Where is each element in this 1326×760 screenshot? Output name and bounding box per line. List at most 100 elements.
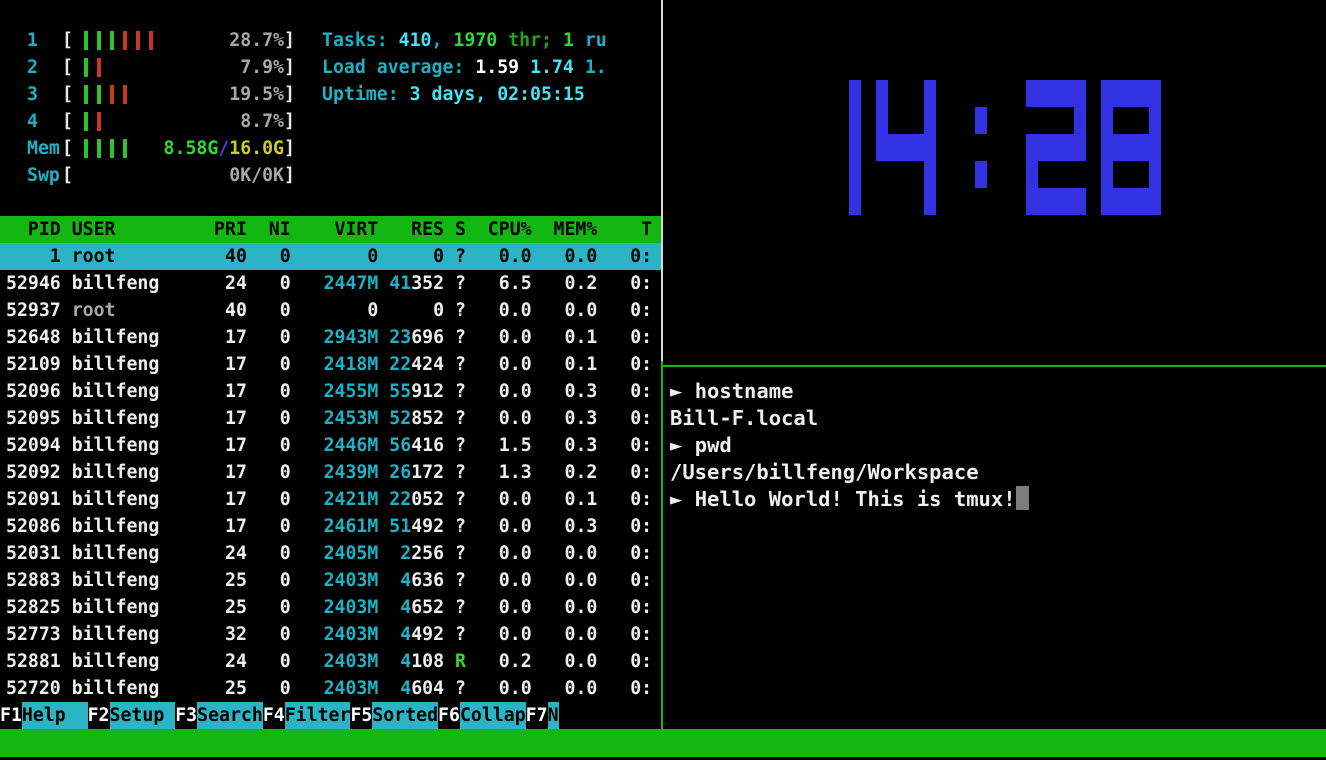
process-row-52091[interactable]: 52091 billfeng 17 0 2421M 22052 ? 0.0 0.… [6,489,653,510]
process-row-52095[interactable]: 52095 billfeng 17 0 2453M 52852 ? 0.0 0.… [6,408,653,429]
clock-cell [1062,80,1074,107]
fkey-label-f2[interactable]: Setup [109,702,176,729]
pane-divider-horizontal-active[interactable] [663,365,1326,367]
clock-cell [975,107,987,134]
meter-label: 4 [27,111,38,132]
clock-cell [876,134,888,161]
clock-cell [1137,80,1149,107]
clock-cell [900,134,912,161]
terminal-cursor[interactable] [1015,486,1029,510]
clock-cell [1113,134,1125,161]
pane-divider-vertical[interactable] [661,0,663,361]
meter-bar [84,58,88,77]
shell-command-line: ► hostname [670,378,1326,405]
fkey-f4[interactable]: F4 [262,702,285,729]
meter-bar [97,85,101,104]
cpu-meter-2: 2[7.9%] [0,54,661,81]
clock-cell [924,161,936,188]
fkey-f2[interactable]: F2 [87,702,110,729]
meter-value: 19.5% [229,84,284,105]
fkey-f3[interactable]: F3 [175,702,198,729]
meter-label: Swp [27,165,60,186]
meter-bar [110,31,114,50]
clock-cell [1149,161,1161,188]
clock-cell [1038,134,1050,161]
meter-bar [97,112,101,131]
shell-output-line: /Users/billfeng/Workspace [670,459,1326,486]
fkey-f7[interactable]: F7 [525,702,548,729]
process-row-52946[interactable]: 52946 billfeng 24 0 2447M 41352 ? 6.5 0.… [6,273,653,294]
tmux-status-bar: [0] 0:bash 1:bash 2:bash- 3:bash* "Bill-… [0,729,1326,760]
pane-divider-vertical-active[interactable] [661,361,663,729]
process-row-52881[interactable]: 52881 billfeng 24 0 2403M 4108 R 0.2 0.0… [6,651,653,672]
clock-cell [1050,188,1062,215]
fkey-label-f3[interactable]: Search [197,702,263,729]
fkey-f1[interactable]: F1 [0,702,22,729]
fkey-f5[interactable]: F5 [350,702,373,729]
fkey-f6[interactable]: F6 [438,702,460,729]
uptime-line: Uptime: 3 days, 02:05:15 [322,84,585,105]
table-header[interactable]: PID USER PRI NI VIRT RES S CPU% MEM% T [0,216,661,243]
htop-pane[interactable]: 1[28.7%] 2[7.9%] 3[19.5%] 4[8.7%] Mem[8.58G/… [0,0,661,729]
meter-bar [97,31,101,50]
meter-bar [84,31,88,50]
shell-pane[interactable]: ► hostname Bill-F.local ► pwd/Users/billfe… [663,367,1326,729]
process-row-52720[interactable]: 52720 billfeng 25 0 2403M 4604 ? 0.0 0.0… [6,678,653,699]
shell-command-line: ► Hello World! This is tmux! [670,486,1326,513]
clock-cell [1062,134,1074,161]
fkey-label-f4[interactable]: Filter [284,702,351,729]
process-row-52092[interactable]: 52092 billfeng 17 0 2439M 26172 ? 1.3 0.… [6,462,653,483]
clock-cell [876,80,888,107]
process-row-52109[interactable]: 52109 billfeng 17 0 2418M 22424 ? 0.0 0.… [6,354,653,375]
clock-cell [1062,188,1074,215]
clock-cell [1113,188,1125,215]
shell-text: Bill-F.local [670,406,819,430]
clock-cell [1101,107,1113,134]
process-row-52825[interactable]: 52825 billfeng 25 0 2403M 4652 ? 0.0 0.0… [6,597,653,618]
clock-cell [1125,134,1137,161]
process-row-52883[interactable]: 52883 billfeng 25 0 2403M 4636 ? 0.0 0.0… [6,570,653,591]
meter-bar [123,139,127,158]
process-row-52773[interactable]: 52773 billfeng 32 0 2403M 4492 ? 0.0 0.0… [6,624,653,645]
process-row-52648[interactable]: 52648 billfeng 17 0 2943M 23696 ? 0.0 0.… [6,327,653,348]
clock-pane[interactable] [663,0,1326,365]
tasks-line: Tasks: 410, 1970 thr; 1 ru [322,30,607,51]
meter-bar [110,139,114,158]
clock-cell [1101,188,1113,215]
meter-value: 7.9% [240,57,284,78]
clock-cell [1149,134,1161,161]
fkey-label-f7[interactable]: N [547,702,559,729]
shell-text: /Users/billfeng/Workspace [670,460,979,484]
memory-meter: Mem[8.58G/16.0G] [0,135,661,162]
meter-label: 1 [27,30,38,51]
clock-cell [849,107,861,134]
load-average-line: Load average: 1.59 1.74 1. [322,57,607,78]
clock-cell [1038,188,1050,215]
process-row-52096[interactable]: 52096 billfeng 17 0 2455M 55912 ? 0.0 0.… [6,381,653,402]
shell-text: pwd [694,433,732,457]
clock-cell [924,80,936,107]
meter-bar [110,85,114,104]
shell-output: ► hostname Bill-F.local ► pwd/Users/billfe… [670,378,1326,513]
clock-cell [1026,134,1038,161]
htop-process-table: PID USER PRI NI VIRT RES S CPU% MEM% T 1… [0,216,661,702]
clock-cell [1074,188,1086,215]
process-row-52094[interactable]: 52094 billfeng 17 0 2446M 56416 ? 1.5 0.… [6,435,653,456]
process-row-52031[interactable]: 52031 billfeng 24 0 2405M 2256 ? 0.0 0.0… [6,543,653,564]
fkey-label-f5[interactable]: Sorted [372,702,439,729]
meter-bar [97,139,101,158]
fkey-label-f1[interactable]: Help [21,702,88,729]
process-row-1[interactable]: 1 root 40 0 0 0 ? 0.0 0.0 0: [0,243,661,270]
meter-label: 2 [27,57,38,78]
meter-bar [84,112,88,131]
clock-cell [1038,80,1050,107]
meter-label: Mem [27,138,60,159]
process-row-52086[interactable]: 52086 billfeng 17 0 2461M 51492 ? 0.0 0.… [6,516,653,537]
meter-bar [123,85,127,104]
clock-cell [1026,80,1038,107]
clock-cell [1026,161,1038,188]
clock-cell [849,161,861,188]
process-row-52937[interactable]: 52937 root 40 0 0 0 ? 0.0 0.0 0: [6,300,653,321]
fkey-label-f6[interactable]: Collap [459,702,526,729]
shell-text: hostname [694,379,794,403]
